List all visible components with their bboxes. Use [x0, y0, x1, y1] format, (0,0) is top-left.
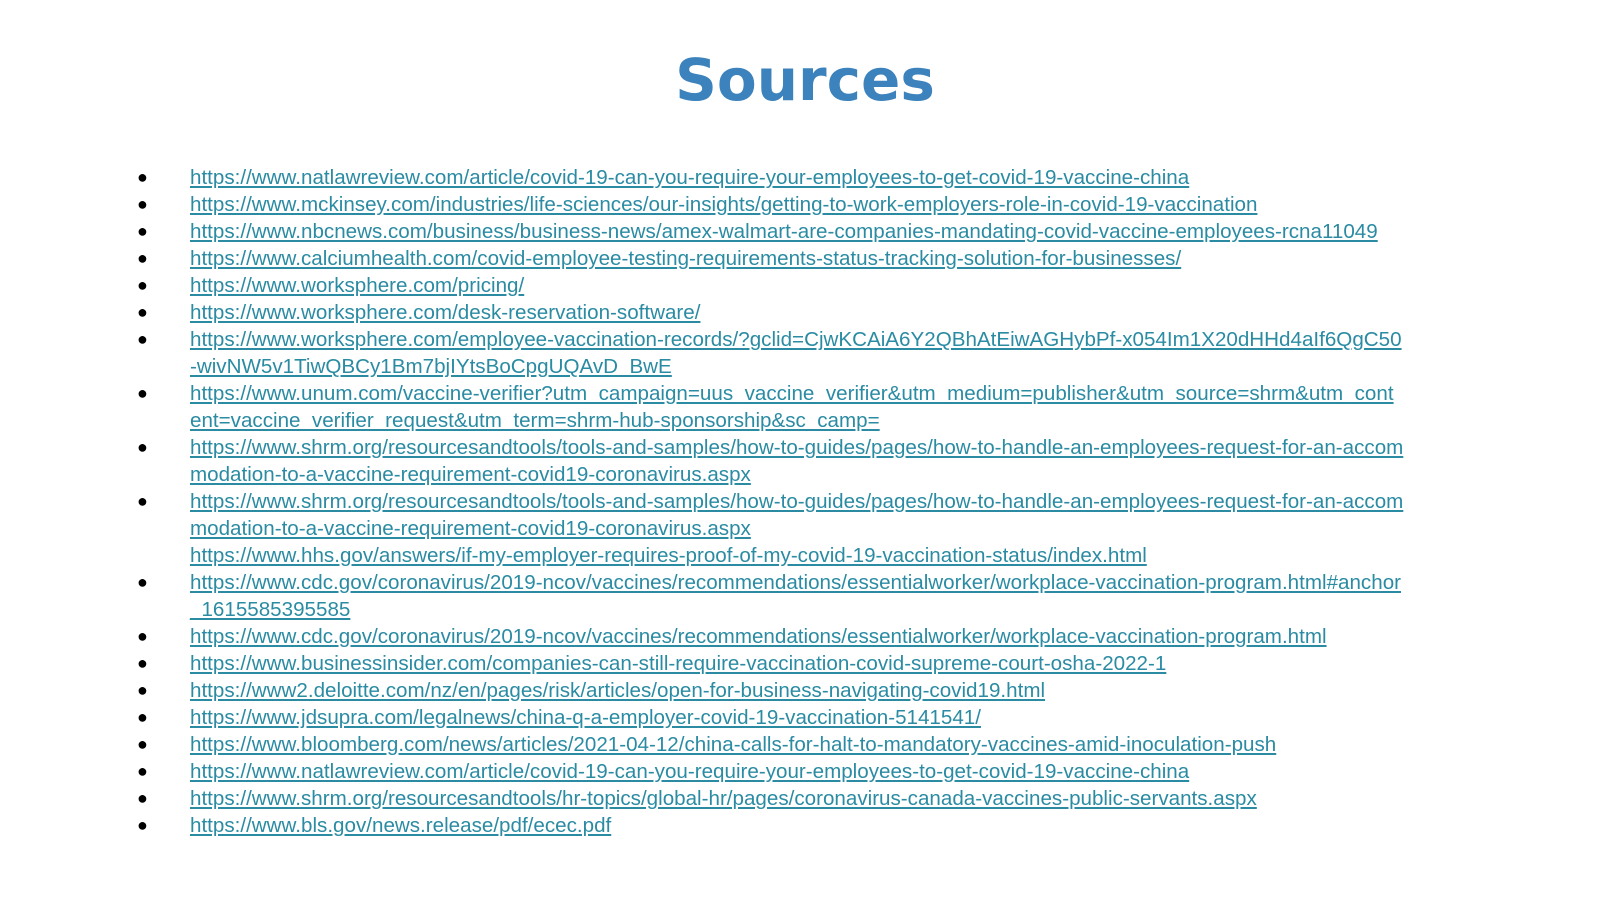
source-item: ● https://www.unum.com/vaccine-verifier?u…: [0, 380, 1490, 434]
source-item: ● https://www2.deloitte.com/nz/en/pages/r…: [0, 677, 1490, 704]
source-line: https://www.jdsupra.com/legalnews/china-…: [190, 704, 1490, 731]
source-item: ● https://www.worksphere.com/pricing/: [0, 272, 1490, 299]
source-line: https://www.businessinsider.com/companie…: [190, 650, 1490, 677]
source-link[interactable]: https://www.nbcnews.com/business/busines…: [190, 220, 1378, 243]
source-line: https://www.nbcnews.com/business/busines…: [190, 218, 1490, 245]
source-link[interactable]: https://www.worksphere.com/desk-reservat…: [190, 301, 701, 324]
source-line: https://www.worksphere.com/pricing/: [190, 272, 1490, 299]
source-link[interactable]: https://www.calciumhealth.com/covid-empl…: [190, 247, 1182, 270]
source-line: modation-to-a-vaccine-requirement-covid1…: [190, 515, 1490, 542]
source-link[interactable]: https://www.shrm.org/resourcesandtools/h…: [190, 787, 1257, 810]
source-link[interactable]: https://www.cdc.gov/coronavirus/2019-nco…: [190, 625, 1327, 648]
source-line: https://www.bloomberg.com/news/articles/…: [190, 731, 1490, 758]
source-line: https://www.shrm.org/resourcesandtools/t…: [190, 434, 1490, 461]
bullet-icon: ●: [137, 329, 148, 349]
source-item: ● https://www.shrm.org/resourcesandtools/…: [0, 785, 1490, 812]
source-link[interactable]: modation-to-a-vaccine-requirement-covid1…: [190, 517, 751, 540]
source-line: https://www.bls.gov/news.release/pdf/ece…: [190, 812, 1490, 839]
source-item: ● https://www.businessinsider.com/compani…: [0, 650, 1490, 677]
source-link[interactable]: https://www.shrm.org/resourcesandtools/t…: [190, 490, 1404, 513]
source-item: ● https://www.natlawreview.com/article/co…: [0, 758, 1490, 785]
bullet-icon: ●: [137, 680, 148, 700]
source-line: https://www.hhs.gov/answers/if-my-employ…: [190, 542, 1490, 569]
bullet-icon: ●: [137, 437, 148, 457]
source-link[interactable]: https://www.shrm.org/resourcesandtools/t…: [190, 436, 1404, 459]
source-item: ● https://www.cdc.gov/coronavirus/2019-nc…: [0, 623, 1490, 650]
bullet-icon: ●: [137, 815, 148, 835]
source-item: ● https://www.shrm.org/resourcesandtools/…: [0, 434, 1490, 488]
source-list: ● https://www.natlawreview.com/article/co…: [0, 164, 1610, 839]
source-link[interactable]: https://www.natlawreview.com/article/cov…: [190, 760, 1190, 783]
source-link[interactable]: https://www.hhs.gov/answers/if-my-employ…: [190, 544, 1147, 567]
source-line: https://www.shrm.org/resourcesandtools/t…: [190, 488, 1490, 515]
source-item: ● https://www.worksphere.com/desk-reserva…: [0, 299, 1490, 326]
source-link[interactable]: https://www.mckinsey.com/industries/life…: [190, 193, 1258, 216]
source-item: ● https://www.cdc.gov/coronavirus/2019-nc…: [0, 569, 1490, 623]
source-link[interactable]: ent=vaccine_verifier_request&utm_term=sh…: [190, 409, 880, 432]
source-item: ● https://www.mckinsey.com/industries/lif…: [0, 191, 1490, 218]
source-link[interactable]: https://www.cdc.gov/coronavirus/2019-nco…: [190, 571, 1401, 594]
source-link[interactable]: _1615585395585: [190, 598, 351, 621]
bullet-icon: ●: [137, 653, 148, 673]
source-link[interactable]: https://www.businessinsider.com/companie…: [190, 652, 1167, 675]
source-line: _1615585395585: [190, 596, 1490, 623]
source-item: ● https://www.shrm.org/resourcesandtools/…: [0, 488, 1490, 569]
source-item: ● https://www.nbcnews.com/business/busine…: [0, 218, 1490, 245]
source-line: -wivNW5v1TiwQBCy1Bm7bjIYtsBoCpgUQAvD_BwE: [190, 353, 1490, 380]
source-line: https://www.worksphere.com/employee-vacc…: [190, 326, 1490, 353]
bullet-icon: ●: [137, 788, 148, 808]
source-item: ● https://www.calciumhealth.com/covid-emp…: [0, 245, 1490, 272]
source-line: https://www.unum.com/vaccine-verifier?ut…: [190, 380, 1490, 407]
source-item: ● https://www.bloomberg.com/news/articles…: [0, 731, 1490, 758]
source-line: https://www2.deloitte.com/nz/en/pages/ri…: [190, 677, 1490, 704]
bullet-icon: ●: [137, 167, 148, 187]
source-line: https://www.shrm.org/resourcesandtools/h…: [190, 785, 1490, 812]
source-line: ent=vaccine_verifier_request&utm_term=sh…: [190, 407, 1490, 434]
bullet-icon: ●: [137, 194, 148, 214]
source-link[interactable]: https://www.worksphere.com/pricing/: [190, 274, 525, 297]
source-line: https://www.cdc.gov/coronavirus/2019-nco…: [190, 569, 1490, 596]
source-item: ● https://www.natlawreview.com/article/co…: [0, 164, 1490, 191]
bullet-icon: ●: [137, 572, 148, 592]
source-line: modation-to-a-vaccine-requirement-covid1…: [190, 461, 1490, 488]
source-link[interactable]: https://www.jdsupra.com/legalnews/china-…: [190, 706, 981, 729]
source-line: https://www.mckinsey.com/industries/life…: [190, 191, 1490, 218]
source-link[interactable]: https://www.bls.gov/news.release/pdf/ece…: [190, 814, 612, 837]
source-line: https://www.cdc.gov/coronavirus/2019-nco…: [190, 623, 1490, 650]
source-link[interactable]: -wivNW5v1TiwQBCy1Bm7bjIYtsBoCpgUQAvD_BwE: [190, 355, 672, 378]
source-link[interactable]: https://www.unum.com/vaccine-verifier?ut…: [190, 382, 1394, 405]
source-link[interactable]: modation-to-a-vaccine-requirement-covid1…: [190, 463, 751, 486]
source-link[interactable]: https://www2.deloitte.com/nz/en/pages/ri…: [190, 679, 1046, 702]
bullet-icon: ●: [137, 734, 148, 754]
source-item: ● https://www.bls.gov/news.release/pdf/ec…: [0, 812, 1490, 839]
source-link[interactable]: https://www.bloomberg.com/news/articles/…: [190, 733, 1277, 756]
bullet-icon: ●: [137, 626, 148, 646]
source-item: ● https://www.jdsupra.com/legalnews/china…: [0, 704, 1490, 731]
bullet-icon: ●: [137, 383, 148, 403]
source-item: ● https://www.worksphere.com/employee-vac…: [0, 326, 1490, 380]
page-title: Sources: [675, 46, 935, 114]
source-link[interactable]: https://www.natlawreview.com/article/cov…: [190, 166, 1190, 189]
source-line: https://www.worksphere.com/desk-reservat…: [190, 299, 1490, 326]
source-line: https://www.calciumhealth.com/covid-empl…: [190, 245, 1490, 272]
source-link[interactable]: https://www.worksphere.com/employee-vacc…: [190, 328, 1402, 351]
bullet-icon: ●: [137, 707, 148, 727]
bullet-icon: ●: [137, 491, 148, 511]
bullet-icon: ●: [137, 275, 148, 295]
bullet-icon: ●: [137, 761, 148, 781]
bullet-icon: ●: [137, 221, 148, 241]
source-line: https://www.natlawreview.com/article/cov…: [190, 164, 1490, 191]
bullet-icon: ●: [137, 248, 148, 268]
source-line: https://www.natlawreview.com/article/cov…: [190, 758, 1490, 785]
bullet-icon: ●: [137, 302, 148, 322]
